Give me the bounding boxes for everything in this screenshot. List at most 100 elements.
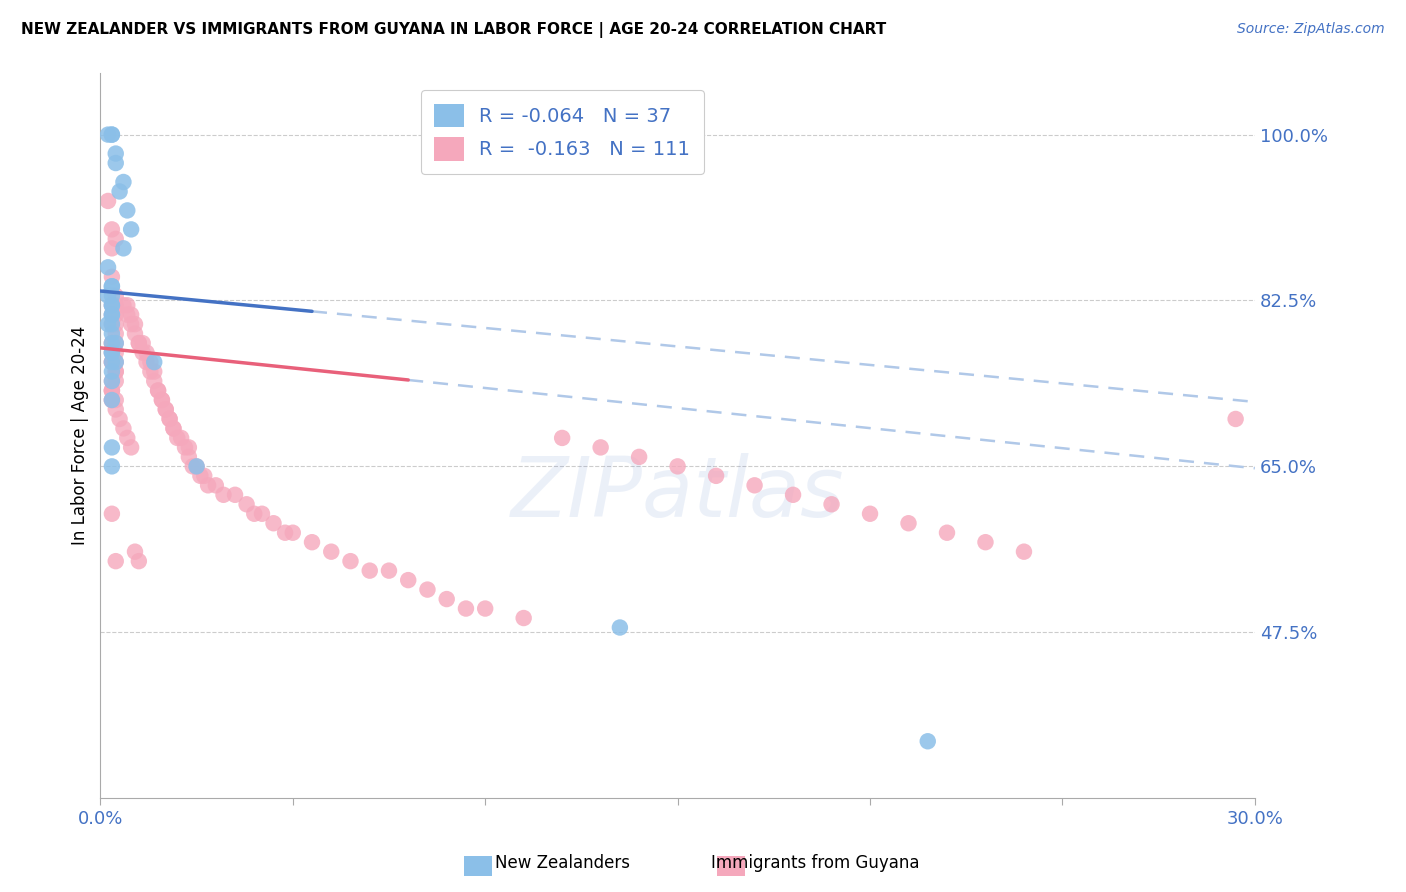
Point xyxy=(104,365,127,379)
Point xyxy=(436,592,458,607)
Point xyxy=(112,298,135,312)
Point xyxy=(101,355,124,369)
Point xyxy=(124,544,146,558)
Point xyxy=(139,355,162,369)
Point xyxy=(204,478,226,492)
Point xyxy=(197,478,219,492)
Point xyxy=(128,336,150,351)
Text: Immigrants from Guyana: Immigrants from Guyana xyxy=(711,855,920,872)
Point xyxy=(224,488,246,502)
Point xyxy=(101,269,124,284)
Point xyxy=(104,345,127,359)
Point xyxy=(104,146,127,161)
Point xyxy=(104,326,127,341)
Point xyxy=(104,365,127,379)
Point xyxy=(101,374,124,388)
Point xyxy=(97,128,120,142)
Point xyxy=(820,497,842,511)
Point xyxy=(936,525,959,540)
Point xyxy=(104,317,127,331)
Point xyxy=(101,308,124,322)
Point xyxy=(589,441,612,455)
Point xyxy=(101,317,124,331)
Point xyxy=(101,384,124,398)
Point xyxy=(97,317,120,331)
Point xyxy=(551,431,574,445)
Point xyxy=(135,355,157,369)
Point xyxy=(117,203,139,218)
Point xyxy=(917,734,939,748)
Point xyxy=(101,336,124,351)
Point xyxy=(117,308,139,322)
Point xyxy=(186,459,208,474)
Text: Source: ZipAtlas.com: Source: ZipAtlas.com xyxy=(1237,22,1385,37)
Point xyxy=(162,421,184,435)
Point xyxy=(101,507,124,521)
Point xyxy=(104,355,127,369)
Point xyxy=(104,355,127,369)
Point xyxy=(212,488,235,502)
Point xyxy=(104,336,127,351)
Point xyxy=(135,345,157,359)
Point xyxy=(124,326,146,341)
Point xyxy=(128,554,150,568)
Point xyxy=(512,611,534,625)
Point xyxy=(859,507,882,521)
Point xyxy=(609,620,631,634)
Point xyxy=(146,384,169,398)
Point xyxy=(155,402,177,417)
Point xyxy=(101,355,124,369)
Point xyxy=(101,128,124,142)
Point xyxy=(181,459,204,474)
Point xyxy=(101,326,124,341)
Point xyxy=(416,582,439,597)
Point xyxy=(301,535,323,549)
Point xyxy=(124,317,146,331)
Point xyxy=(101,459,124,474)
Point xyxy=(101,392,124,407)
Point xyxy=(101,384,124,398)
Point xyxy=(190,468,212,483)
Point xyxy=(1225,412,1247,426)
Point xyxy=(101,441,124,455)
Point xyxy=(162,421,184,435)
Point xyxy=(101,279,124,293)
Point xyxy=(235,497,257,511)
Point xyxy=(120,308,142,322)
Point xyxy=(104,298,127,312)
Point xyxy=(101,241,124,255)
Point xyxy=(155,402,177,417)
Point xyxy=(108,185,131,199)
Point xyxy=(454,601,477,615)
Point xyxy=(146,384,169,398)
Point xyxy=(101,222,124,236)
Point xyxy=(186,459,208,474)
Point xyxy=(139,365,162,379)
Point xyxy=(108,412,131,426)
Legend: R = -0.064   N = 37, R =  -0.163   N = 111: R = -0.064 N = 37, R = -0.163 N = 111 xyxy=(420,90,703,174)
Point xyxy=(117,431,139,445)
Point xyxy=(104,402,127,417)
Point xyxy=(101,355,124,369)
Point xyxy=(378,564,401,578)
Point xyxy=(112,175,135,189)
Point xyxy=(112,421,135,435)
Point xyxy=(101,289,124,303)
Point xyxy=(104,232,127,246)
Point xyxy=(339,554,361,568)
Point xyxy=(143,355,166,369)
Point xyxy=(143,374,166,388)
Point xyxy=(359,564,381,578)
Text: NEW ZEALANDER VS IMMIGRANTS FROM GUYANA IN LABOR FORCE | AGE 20-24 CORRELATION C: NEW ZEALANDER VS IMMIGRANTS FROM GUYANA … xyxy=(21,22,886,38)
Point xyxy=(263,516,285,531)
Point xyxy=(396,573,419,587)
Point xyxy=(150,392,173,407)
Point xyxy=(243,507,266,521)
Point xyxy=(177,441,200,455)
Point xyxy=(101,365,124,379)
Text: ZIPatlas: ZIPatlas xyxy=(510,453,845,534)
Point xyxy=(974,535,997,549)
Text: New Zealanders: New Zealanders xyxy=(495,855,630,872)
Point xyxy=(281,525,304,540)
Point xyxy=(120,222,142,236)
